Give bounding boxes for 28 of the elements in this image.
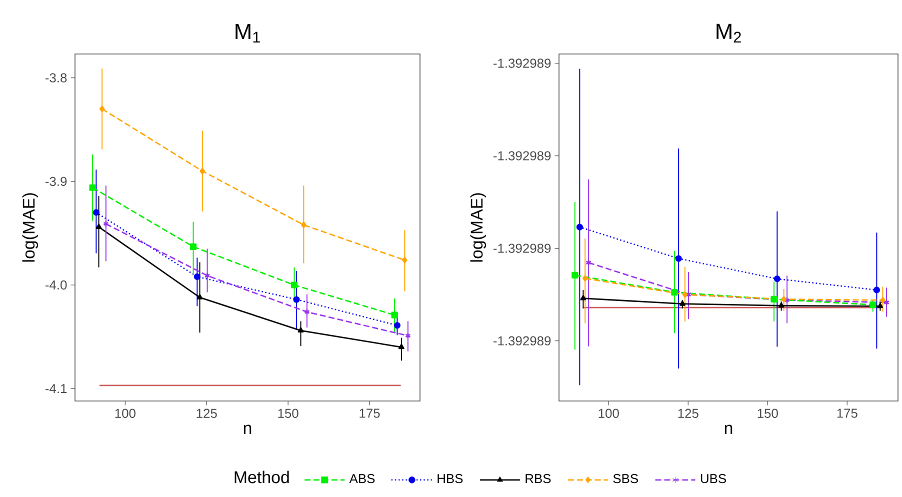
chart-title: M$_{2}$ [716, 24, 741, 42]
x-axis-title: n [724, 424, 732, 434]
x-tick-label: 175 [360, 408, 380, 418]
x-tick-label: 100 [115, 408, 136, 418]
legend-label: HBS [438, 474, 463, 484]
y-tick-label: -4.1 [45, 384, 67, 394]
legend-label: UBS [700, 474, 726, 484]
legend-label: RBS [526, 474, 551, 484]
x-axis-title: n [244, 424, 252, 434]
x-tick-label: 150 [278, 408, 298, 418]
y-tick-label: -1.392989 [493, 336, 551, 346]
x-tick-label: 125 [196, 408, 217, 418]
y-tick-label: -1.392989 [493, 151, 551, 160]
legend-title: Method [234, 470, 289, 484]
y-axis-title: log(MAE) [470, 193, 486, 262]
y-tick-label: -3.9 [45, 176, 67, 186]
x-tick-label: 175 [837, 408, 858, 418]
y-axis-title: log(MAE) [22, 193, 38, 262]
x-tick-label: 150 [758, 408, 778, 418]
legend-label: SBS [613, 474, 638, 484]
y-tick-label: -3.8 [45, 73, 67, 82]
legend-label: ABS [349, 474, 375, 484]
y-tick-label: -1.392989 [493, 58, 551, 68]
chart-title: M$_{1}$ [236, 24, 260, 42]
y-tick-label: -1.392989 [493, 244, 551, 253]
x-tick-label: 100 [598, 408, 619, 418]
y-tick-label: -4.0 [45, 280, 67, 290]
x-tick-label: 125 [678, 408, 698, 418]
